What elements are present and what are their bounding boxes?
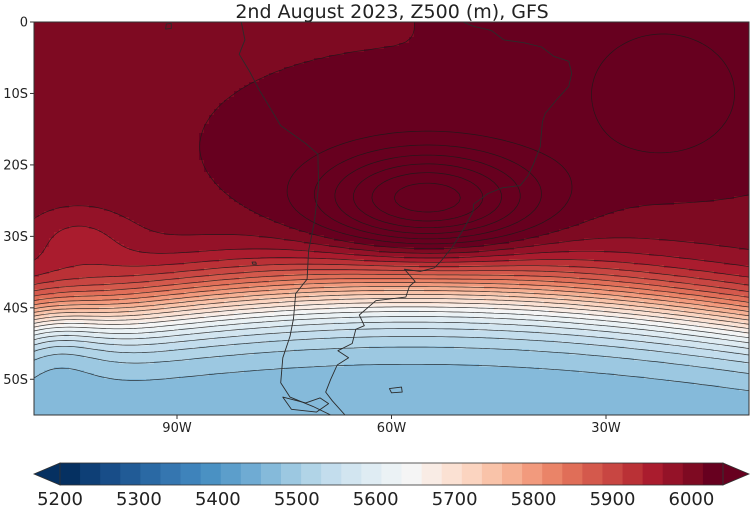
map-panel [34,22,750,416]
map-title: 2nd August 2023, Z500 (m), GFS [235,1,548,23]
filled-contours [34,22,750,416]
